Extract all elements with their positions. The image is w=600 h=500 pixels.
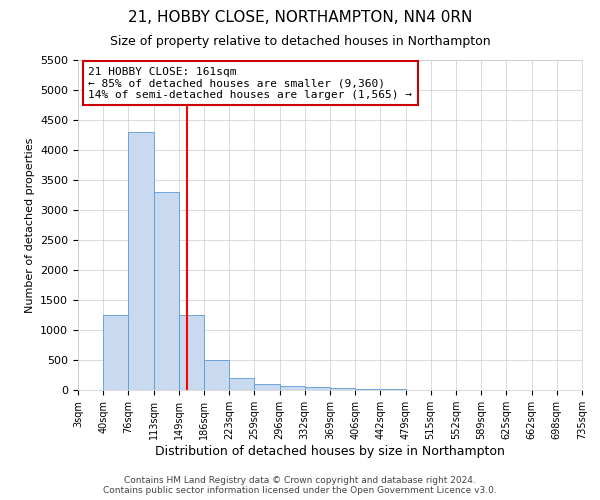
Text: Size of property relative to detached houses in Northampton: Size of property relative to detached ho… <box>110 35 490 48</box>
Y-axis label: Number of detached properties: Number of detached properties <box>25 138 35 312</box>
Bar <box>154 192 179 390</box>
Text: 21, HOBBY CLOSE, NORTHAMPTON, NN4 0RN: 21, HOBBY CLOSE, NORTHAMPTON, NN4 0RN <box>128 10 472 25</box>
Bar <box>355 389 380 390</box>
Bar <box>280 386 305 390</box>
Bar <box>103 315 128 390</box>
Bar <box>305 387 330 390</box>
Text: Contains HM Land Registry data © Crown copyright and database right 2024.
Contai: Contains HM Land Registry data © Crown c… <box>103 476 497 495</box>
Text: 21 HOBBY CLOSE: 161sqm
← 85% of detached houses are smaller (9,360)
14% of semi-: 21 HOBBY CLOSE: 161sqm ← 85% of detached… <box>88 66 412 100</box>
Bar <box>254 384 280 390</box>
Bar <box>204 360 229 390</box>
Bar <box>330 388 355 390</box>
Bar <box>128 132 154 390</box>
X-axis label: Distribution of detached houses by size in Northampton: Distribution of detached houses by size … <box>155 445 505 458</box>
Bar <box>229 378 254 390</box>
Bar <box>179 315 204 390</box>
